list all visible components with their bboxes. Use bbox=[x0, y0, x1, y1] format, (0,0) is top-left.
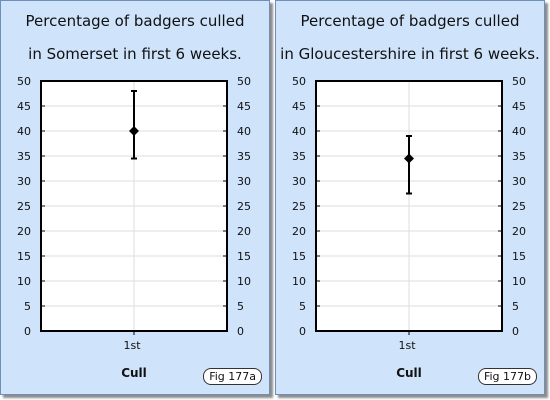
figure-label: Fig 177b bbox=[477, 368, 537, 385]
chart-title-line2: in Gloucestershire in first 6 weeks. bbox=[280, 45, 540, 63]
y-tick-label-right: 50 bbox=[237, 75, 251, 88]
y-tick-label-right: 0 bbox=[512, 325, 519, 338]
y-tick-label-right: 45 bbox=[512, 100, 526, 113]
y-tick-label-right: 50 bbox=[512, 75, 526, 88]
y-tick-label-left: 5 bbox=[24, 300, 31, 313]
y-tick-label-right: 10 bbox=[237, 275, 251, 288]
y-tick-label-left: 40 bbox=[17, 125, 31, 138]
y-tick-label-left: 0 bbox=[24, 325, 31, 338]
y-tick-label-left: 45 bbox=[292, 100, 306, 113]
y-tick-label-right: 15 bbox=[237, 250, 251, 263]
y-tick-label-right: 40 bbox=[512, 125, 526, 138]
y-tick-label-right: 15 bbox=[512, 250, 526, 263]
y-tick-label-left: 20 bbox=[292, 225, 306, 238]
y-tick-label-left: 50 bbox=[292, 75, 306, 88]
y-tick-label-right: 35 bbox=[512, 150, 526, 163]
y-tick-label-right: 30 bbox=[512, 175, 526, 188]
x-axis-label: Cull bbox=[396, 366, 422, 380]
y-tick-label-left: 20 bbox=[17, 225, 31, 238]
y-tick-label-right: 10 bbox=[512, 275, 526, 288]
chart-panel-gloucestershire: Percentage of badgers culled in Gloucest… bbox=[275, 0, 545, 395]
chart-title-line1: Percentage of badgers culled bbox=[300, 12, 520, 30]
y-tick-label-right: 5 bbox=[512, 300, 519, 313]
y-tick-label-left: 15 bbox=[17, 250, 31, 263]
x-tick-label: 1st bbox=[123, 339, 141, 352]
y-tick-label-right: 25 bbox=[512, 200, 526, 213]
chart-title-line1: Percentage of badgers culled bbox=[25, 12, 245, 30]
y-tick-label-left: 45 bbox=[17, 100, 31, 113]
y-tick-label-left: 25 bbox=[292, 200, 306, 213]
x-tick-label: 1st bbox=[398, 339, 416, 352]
chart-plot-somerset: 0 0 5 5 10 10 15 15 20 20 25 25 30 30 35 35 40 40 45 45 50 50… bbox=[17, 75, 251, 380]
y-tick-label-right: 40 bbox=[237, 125, 251, 138]
chart-title-line2: in Somerset in first 6 weeks. bbox=[28, 45, 242, 63]
chart-panel-somerset: Percentage of badgers culled in Somerset… bbox=[0, 0, 270, 395]
y-tick-label-right: 25 bbox=[237, 200, 251, 213]
y-tick-label-left: 35 bbox=[17, 150, 31, 163]
data-point bbox=[404, 153, 414, 164]
y-tick-label-left: 0 bbox=[299, 325, 306, 338]
y-tick-label-left: 30 bbox=[292, 175, 306, 188]
y-tick-label-left: 30 bbox=[17, 175, 31, 188]
y-tick-label-left: 5 bbox=[299, 300, 306, 313]
y-tick-label-right: 0 bbox=[237, 325, 244, 338]
y-tick-label-right: 45 bbox=[237, 100, 251, 113]
y-tick-label-right: 5 bbox=[237, 300, 244, 313]
y-tick-label-left: 15 bbox=[292, 250, 306, 263]
y-tick-label-right: 20 bbox=[512, 225, 526, 238]
y-tick-label-left: 50 bbox=[17, 75, 31, 88]
x-axis-label: Cull bbox=[121, 366, 147, 380]
y-tick-label-right: 30 bbox=[237, 175, 251, 188]
y-tick-label-left: 40 bbox=[292, 125, 306, 138]
y-tick-label-right: 35 bbox=[237, 150, 251, 163]
y-tick-label-left: 35 bbox=[292, 150, 306, 163]
y-tick-label-left: 10 bbox=[17, 275, 31, 288]
chart-plot-gloucestershire: 0 0 5 5 10 10 15 15 20 20 25 25 30 30 35 35 40 40 45 45 50 50… bbox=[292, 75, 526, 380]
y-tick-label-left: 10 bbox=[292, 275, 306, 288]
y-tick-label-right: 20 bbox=[237, 225, 251, 238]
data-point bbox=[129, 126, 139, 136]
y-tick-label-left: 25 bbox=[17, 200, 31, 213]
figure-label: Fig 177a bbox=[203, 368, 262, 385]
